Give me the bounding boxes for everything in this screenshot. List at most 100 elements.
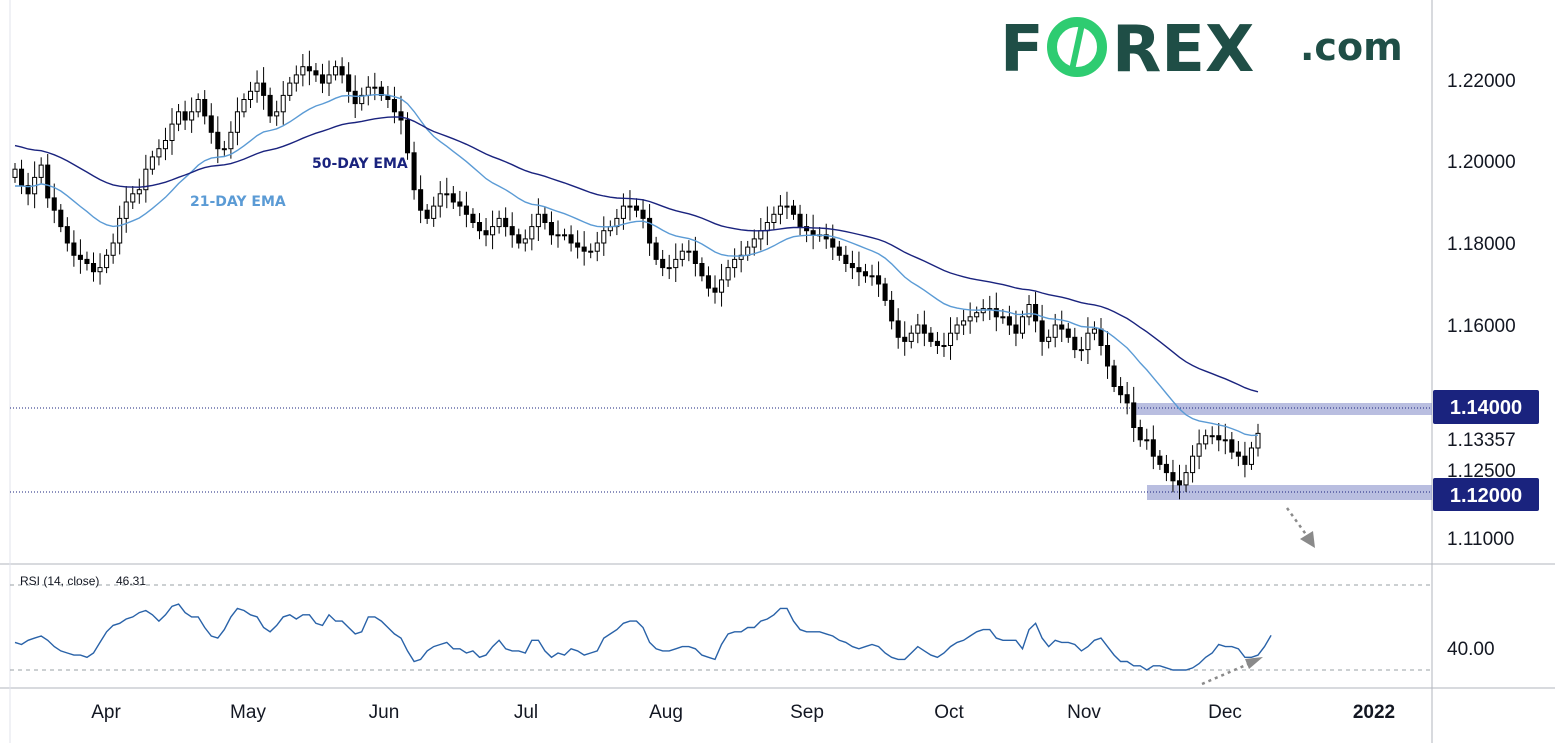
candle-body-down — [182, 111, 188, 121]
candle — [1235, 441, 1241, 467]
forex-logo: F REX .com — [1000, 13, 1403, 87]
logo-f: F — [1000, 13, 1044, 87]
candle-body-up — [1085, 332, 1091, 351]
candle — [457, 190, 463, 217]
candle-body-down — [836, 246, 842, 256]
candle-body-down — [705, 275, 711, 289]
candle-body-down — [84, 258, 90, 264]
candle — [64, 217, 70, 252]
candle — [1137, 419, 1143, 447]
candle-body-down — [51, 197, 57, 211]
candle — [1242, 441, 1248, 478]
candle — [372, 72, 378, 101]
candle — [365, 76, 371, 106]
price-tick-label: 1.16000 — [1447, 316, 1516, 337]
candle — [293, 65, 299, 92]
candle — [1091, 321, 1097, 341]
candle — [431, 196, 437, 227]
candle — [915, 313, 921, 344]
candle — [208, 103, 214, 144]
projection-arrowhead — [1300, 531, 1315, 548]
candle-body-down — [90, 263, 97, 273]
candle — [856, 251, 862, 287]
candle — [712, 275, 718, 304]
candle-body-down — [25, 185, 31, 195]
candle-body-up — [1091, 328, 1097, 334]
candle-body-up — [745, 246, 751, 256]
candle-body-up — [1078, 349, 1084, 352]
candle — [679, 243, 685, 267]
candle-body-up — [588, 250, 594, 253]
candle-body-up — [110, 242, 116, 256]
rsi-divergence-arrowhead — [1245, 657, 1263, 669]
candle-body-down — [77, 254, 83, 260]
candle — [221, 140, 227, 156]
candle — [1216, 422, 1222, 452]
candle — [869, 264, 875, 286]
candle-body-down — [509, 226, 515, 236]
candle — [1085, 317, 1091, 364]
candle — [333, 60, 339, 81]
candle-body-down — [1216, 435, 1222, 441]
candle — [849, 250, 855, 280]
time-tick-label: Aug — [649, 702, 683, 723]
candle-body-down — [856, 267, 862, 273]
candle — [555, 220, 561, 248]
candle — [830, 224, 836, 261]
candle — [529, 213, 535, 251]
candle-body-down — [568, 234, 574, 244]
candle-body-up — [562, 234, 568, 237]
candle-body-down — [1098, 328, 1104, 347]
candle — [306, 50, 312, 86]
rsi-axis-label: 40.00 — [1447, 639, 1495, 660]
candle-body-down — [699, 263, 705, 277]
candle — [1190, 445, 1196, 483]
time-tick-label: Dec — [1208, 702, 1242, 723]
candle-body-up — [771, 213, 777, 224]
candle — [182, 100, 188, 130]
candle — [77, 239, 83, 274]
candle-body-up — [947, 332, 954, 347]
candle-body-down — [889, 299, 895, 322]
candle-body-down — [313, 70, 319, 76]
candle — [974, 306, 980, 323]
candle-body-up — [247, 90, 254, 101]
candle-body-down — [1033, 304, 1039, 322]
logo-rex: REX — [1112, 13, 1254, 87]
candle — [1098, 318, 1104, 356]
candle — [476, 213, 483, 240]
candle-body-up — [169, 123, 175, 141]
candle — [790, 199, 797, 220]
candle — [633, 198, 640, 218]
candle — [274, 100, 280, 126]
candle — [385, 85, 391, 108]
candle — [941, 332, 947, 357]
candle-body-up — [254, 82, 260, 92]
candle — [1229, 432, 1235, 460]
candle-body-up — [496, 217, 502, 228]
candle — [411, 141, 417, 200]
candle — [215, 116, 221, 164]
price-tick-label: 1.11000 — [1447, 529, 1514, 550]
candle — [228, 121, 234, 159]
candle — [993, 292, 999, 332]
candle — [568, 225, 574, 252]
candle-body-up — [365, 86, 371, 96]
candle-body-down — [823, 234, 829, 240]
level-tag-1.14 — [1433, 390, 1539, 424]
candle-body-up — [241, 99, 247, 113]
candle — [346, 62, 352, 103]
candle — [673, 243, 679, 282]
candle-body-up — [38, 164, 44, 178]
ema-50-label: 50-DAY EMA — [312, 156, 408, 172]
candle-body-up — [555, 234, 561, 237]
candle-body-down — [1006, 316, 1012, 326]
candle — [404, 112, 411, 160]
candle-body-down — [660, 258, 666, 269]
candle-body-up — [333, 66, 339, 76]
candle-body-up — [1203, 435, 1209, 445]
candle-body-down — [1176, 480, 1183, 486]
candle — [1170, 459, 1176, 493]
candle-body-up — [1144, 439, 1150, 442]
